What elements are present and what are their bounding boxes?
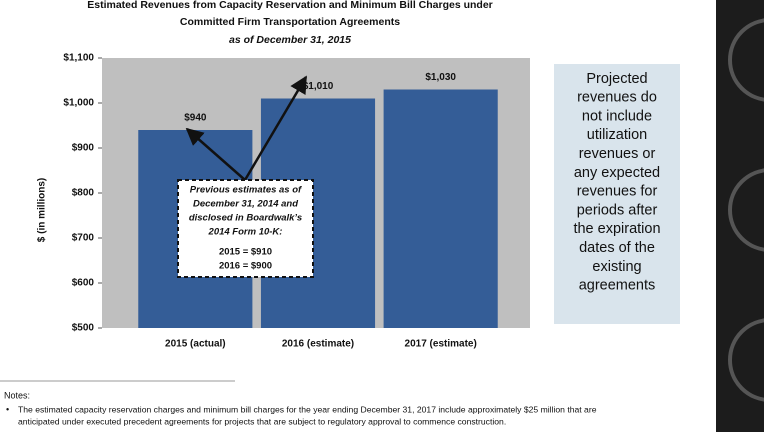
- annotation-text: 2016 = $900: [219, 261, 272, 272]
- arrow: [243, 75, 308, 181]
- y-tick-label: $1,000: [63, 98, 94, 109]
- side-note-text: revenues or: [579, 146, 656, 162]
- side-strip: [716, 0, 764, 432]
- note-text: anticipated under executed precedent agr…: [18, 416, 506, 426]
- side-note-text: periods after: [577, 202, 658, 218]
- decor-arc: [728, 318, 764, 402]
- notes-heading: Notes:: [4, 390, 30, 400]
- side-note-text: revenues do: [577, 90, 657, 106]
- y-tick-label: $500: [72, 323, 95, 334]
- x-tick-label: 2016 (estimate): [282, 339, 354, 350]
- bar: [383, 89, 498, 328]
- y-tick-label: $700: [72, 233, 95, 244]
- decor-arc: [728, 18, 764, 102]
- y-tick-label: $600: [72, 278, 95, 289]
- data-label: $940: [184, 113, 207, 124]
- side-note-text: dates of the: [579, 240, 655, 256]
- side-note-text: utilization: [587, 127, 647, 143]
- side-note-box: [554, 64, 680, 324]
- data-label: $1,010: [303, 81, 334, 92]
- annotation-text: 2014 Form 10-K:: [208, 227, 283, 238]
- y-tick-label: $1,100: [63, 53, 94, 64]
- annotation-text: December 31, 2014 and: [193, 199, 298, 210]
- side-note-text: agreements: [579, 278, 656, 294]
- chart-title: Committed Firm Transportation Agreements: [180, 16, 400, 28]
- side-note-text: not include: [582, 108, 652, 124]
- annotation-text: Previous estimates as of: [190, 185, 302, 196]
- y-tick-label: $800: [72, 188, 95, 199]
- x-tick-label: 2017 (estimate): [405, 339, 477, 350]
- chart-title: Estimated Revenues from Capacity Reserva…: [87, 0, 493, 11]
- arrow: [185, 127, 246, 181]
- annotation-box: [177, 179, 314, 278]
- chart-subtitle: as of December 31, 2015: [229, 34, 351, 46]
- annotation-text: disclosed in Boardwalk’s: [189, 213, 302, 224]
- note-text: The estimated capacity reservation charg…: [18, 404, 597, 414]
- bullet: •: [6, 404, 9, 414]
- side-note-text: Projected: [586, 71, 647, 87]
- x-tick-label: 2015 (actual): [165, 339, 226, 350]
- annotation-text: 2015 = $910: [219, 247, 272, 258]
- decor-arc: [728, 168, 764, 252]
- side-note-text: revenues for: [577, 184, 658, 200]
- data-label: $1,030: [425, 72, 456, 83]
- side-note-text: the expiration: [573, 221, 660, 237]
- y-tick-label: $900: [72, 143, 95, 154]
- y-axis-label: $ (in millions): [37, 178, 48, 242]
- side-note-text: existing: [592, 259, 641, 275]
- side-note-text: any expected: [574, 165, 660, 181]
